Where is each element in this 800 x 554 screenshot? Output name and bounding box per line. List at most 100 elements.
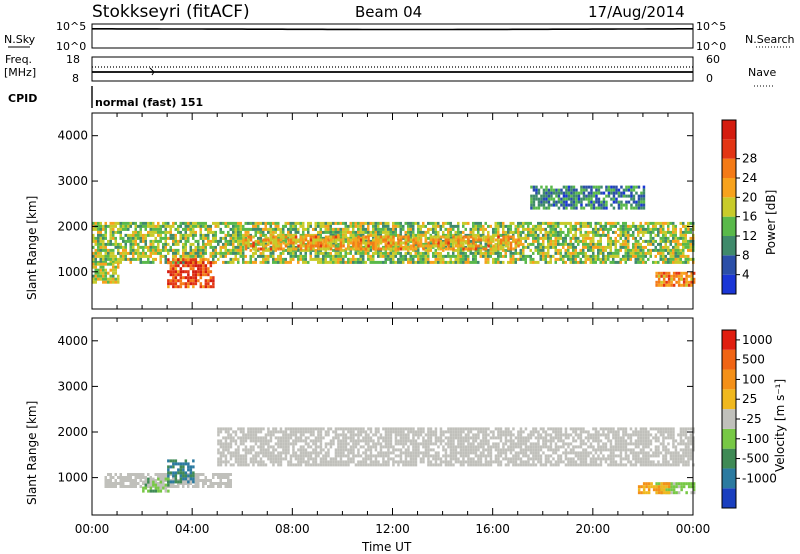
- velocity-cell: [327, 463, 330, 467]
- power-cell: [612, 224, 615, 228]
- power-cell: [624, 224, 627, 228]
- velocity-cell: [257, 427, 260, 431]
- power-cell: [690, 271, 693, 275]
- velocity-cell: [289, 454, 293, 458]
- power-cell: [479, 254, 482, 258]
- power-cell: [334, 241, 338, 245]
- velocity-cell: [382, 463, 385, 467]
- velocity-cell: [524, 460, 528, 464]
- power-cell: [117, 227, 120, 231]
- power-cell: [177, 273, 180, 277]
- power-cell: [234, 227, 237, 231]
- power-cell: [124, 257, 127, 261]
- power-cell: [572, 206, 576, 210]
- velocity-cell: [532, 445, 535, 449]
- velocity-cell: [427, 448, 430, 452]
- velocity-cell: [244, 451, 248, 455]
- power-cell: [479, 238, 483, 242]
- velocity-cell: [259, 457, 263, 461]
- power-cell: [117, 265, 120, 269]
- power-cell: [404, 238, 408, 242]
- power-cell: [157, 221, 160, 225]
- velocity-cell: [307, 457, 310, 461]
- power-cell: [437, 241, 440, 245]
- velocity-cell: [379, 442, 383, 446]
- power-cell: [642, 191, 646, 195]
- power-cell: [639, 242, 642, 246]
- power-cell: [109, 239, 112, 243]
- power-cell: [339, 236, 342, 240]
- power-cell: [287, 221, 290, 225]
- power-cell: [599, 227, 602, 231]
- freq-panel-frame: [91, 56, 694, 82]
- power-cell: [242, 254, 245, 258]
- velocity-cell: [537, 439, 540, 443]
- power-cell: [307, 221, 310, 225]
- power-cell: [464, 257, 467, 261]
- power-cell: [164, 245, 167, 249]
- velocity-cell: [489, 457, 493, 461]
- velocity-cell: [457, 433, 460, 437]
- power-cell: [157, 230, 160, 234]
- velocity-cell: [532, 454, 535, 458]
- velocity-cell: [422, 451, 425, 455]
- velocity-cell: [367, 433, 370, 437]
- power-cell: [204, 221, 207, 225]
- power-cell: [542, 248, 545, 252]
- velocity-cell: [364, 439, 368, 443]
- power-cell: [252, 254, 255, 258]
- power-cell: [530, 206, 533, 210]
- power-cell: [417, 224, 420, 228]
- power-cell: [679, 254, 682, 258]
- velocity-cell: [427, 454, 430, 458]
- power-cell: [197, 267, 200, 271]
- power-cell: [469, 239, 472, 243]
- power-cell: [329, 233, 332, 237]
- power-cell: [147, 221, 150, 225]
- power-cell: [209, 276, 213, 280]
- power-cell: [114, 221, 117, 225]
- velocity-cell: [449, 439, 453, 443]
- power-x-ticks: [91, 113, 694, 309]
- velocity-cell: [457, 457, 460, 461]
- power-cell: [177, 270, 180, 274]
- power-cell: [147, 254, 150, 258]
- power-cell: [194, 251, 197, 255]
- velocity-cell: [542, 427, 545, 431]
- velocity-cell: [562, 445, 565, 449]
- power-cell: [152, 221, 155, 225]
- velocity-cell: [459, 451, 463, 455]
- velocity-cell: [287, 451, 290, 455]
- velocity-cell: [244, 460, 248, 464]
- power-cell: [132, 254, 135, 258]
- velocity-cell: [412, 448, 415, 452]
- velocity-cell: [472, 427, 475, 431]
- power-cell: [545, 185, 548, 189]
- power-cell: [372, 251, 375, 255]
- power-cell: [619, 242, 622, 246]
- power-cell: [289, 245, 292, 249]
- power-cell: [557, 230, 560, 234]
- velocity-cell: [377, 454, 380, 458]
- power-cell: [229, 242, 232, 246]
- velocity-cell: [364, 442, 368, 446]
- power-cell: [572, 257, 575, 261]
- power-cell: [514, 257, 517, 261]
- power-cell: [479, 251, 482, 255]
- power-cell: [129, 236, 132, 240]
- velocity-cell: [454, 427, 458, 431]
- velocity-cell: [494, 442, 498, 446]
- power-cell: [529, 254, 532, 258]
- power-cell: [274, 221, 277, 225]
- power-cell: [462, 238, 465, 242]
- power-cell: [567, 248, 570, 252]
- velocity-cell: [429, 427, 433, 431]
- power-cell: [552, 224, 555, 228]
- velocity-cell: [484, 439, 488, 443]
- velocity-cell: [537, 448, 540, 452]
- power-cell: [555, 200, 558, 204]
- power-cell: [554, 221, 557, 225]
- power-cell: [119, 242, 122, 246]
- velocity-cell: [484, 430, 488, 434]
- velocity-cell: [354, 445, 358, 449]
